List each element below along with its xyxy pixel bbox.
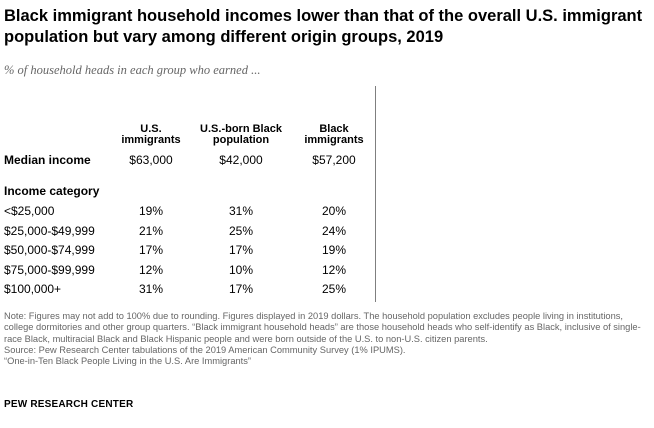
table-cell: 12% bbox=[138, 262, 164, 277]
row-label: <$25,000 bbox=[4, 204, 55, 219]
row-label: $75,000-$99,999 bbox=[4, 262, 95, 277]
table-row: <$25,000 19% 31% 20% bbox=[4, 202, 376, 222]
header-empty bbox=[4, 124, 112, 150]
table-cell: 20% bbox=[321, 204, 347, 219]
source-text: Source: Pew Research Center tabulations … bbox=[4, 344, 406, 355]
category-header-row: Income category bbox=[4, 180, 376, 202]
table-cell: 17% bbox=[228, 243, 254, 258]
table-cell: 24% bbox=[321, 223, 347, 238]
row-label: $50,000-$74,999 bbox=[4, 243, 95, 258]
table-cell: 12% bbox=[321, 262, 347, 277]
table-cell: $42,000 bbox=[219, 152, 263, 167]
table-cell: 17% bbox=[138, 243, 164, 258]
table-cell: 31% bbox=[228, 204, 254, 219]
notes-block: Note: Figures may not add to 100% due to… bbox=[4, 311, 650, 367]
table-row: $100,000+ 31% 17% 25% bbox=[4, 280, 376, 300]
column-header: Black immigrants bbox=[304, 123, 364, 146]
column-header: U.S. immigrants bbox=[121, 123, 181, 146]
row-label: Median income bbox=[4, 152, 91, 167]
row-label: $25,000-$49,999 bbox=[4, 223, 95, 238]
income-table: U.S. immigrants U.S.-born Black populati… bbox=[4, 124, 376, 299]
brand-logo-text: PEW RESEARCH CENTER bbox=[4, 399, 134, 410]
table-cell: 21% bbox=[138, 223, 164, 238]
column-header: U.S.-born Black population bbox=[200, 123, 282, 146]
table-row: $75,000-$99,999 12% 10% 12% bbox=[4, 260, 376, 280]
report-title: “One-in-Ten Black People Living in the U… bbox=[4, 356, 251, 367]
category-header: Income category bbox=[4, 183, 100, 198]
table-cell: 31% bbox=[138, 282, 164, 297]
table-cell: $57,200 bbox=[312, 152, 356, 167]
table-cell: 10% bbox=[228, 262, 254, 277]
table-cell: 19% bbox=[321, 243, 347, 258]
table-cell: 25% bbox=[228, 223, 254, 238]
chart-subtitle: % of household heads in each group who e… bbox=[4, 63, 261, 77]
table-cell: 17% bbox=[228, 282, 254, 297]
median-income-row: Median income $63,000 $42,000 $57,200 bbox=[4, 150, 376, 170]
vertical-divider bbox=[375, 86, 376, 302]
header-row: U.S. immigrants U.S.-born Black populati… bbox=[4, 124, 376, 150]
table-cell: 25% bbox=[321, 282, 347, 297]
table-cell: $63,000 bbox=[129, 152, 173, 167]
spacer-row bbox=[4, 170, 376, 180]
table-row: $50,000-$74,999 17% 17% 19% bbox=[4, 241, 376, 261]
row-label: $100,000+ bbox=[4, 282, 62, 297]
note-text: Note: Figures may not add to 100% due to… bbox=[4, 311, 641, 344]
chart-title: Black immigrant household incomes lower … bbox=[4, 7, 643, 46]
table-row: $25,000-$49,999 21% 25% 24% bbox=[4, 221, 376, 241]
table-cell: 19% bbox=[138, 204, 164, 219]
